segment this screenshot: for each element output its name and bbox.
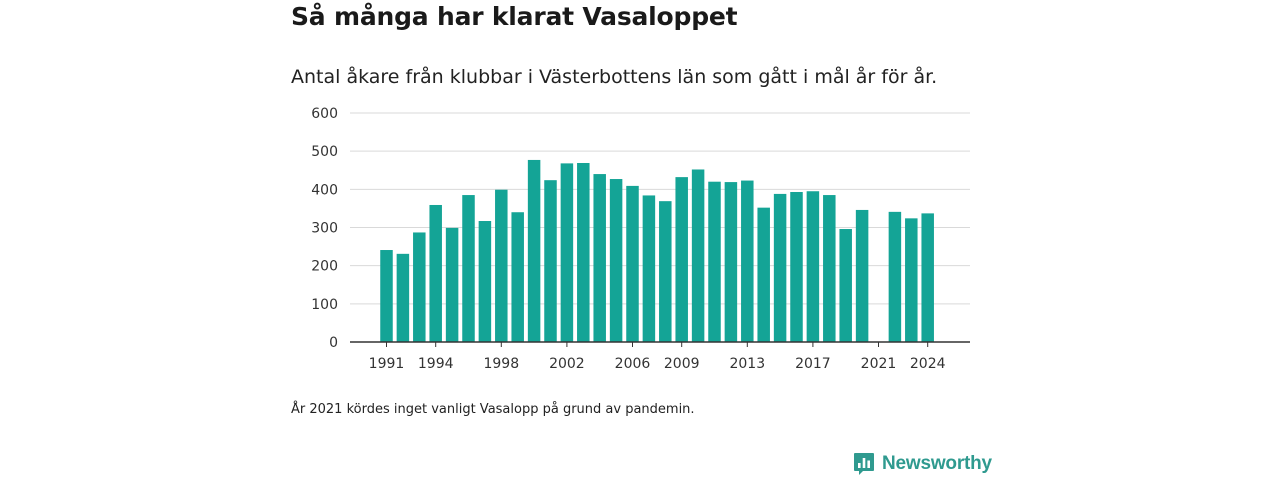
- bar-2015: [773, 193, 787, 342]
- y-tick-label: 100: [311, 297, 338, 313]
- bar-2007: [642, 195, 656, 342]
- bar-2006: [626, 185, 639, 342]
- bar-1992: [396, 253, 410, 342]
- x-tick-label: 2017: [795, 356, 831, 372]
- bar-2020: [855, 209, 869, 342]
- bar-2002: [560, 163, 574, 342]
- brand-name: Newsworthy: [882, 453, 992, 474]
- bar-chart: 0 100 200 300 400 500 600 1991 1994 1998 2002 2006…: [311, 106, 970, 372]
- y-tick-label: 500: [311, 144, 338, 160]
- bar-2016: [790, 192, 803, 342]
- bar-2022: [888, 211, 902, 342]
- x-tick-label: 1998: [483, 356, 519, 372]
- bar-1996: [462, 195, 475, 342]
- y-axis-tick-labels: 0 100 200 300 400 500 600: [311, 106, 338, 351]
- bar-1994: [429, 204, 442, 342]
- bar-2012: [724, 182, 738, 342]
- x-tick-label: 2024: [910, 356, 946, 372]
- bar-1995: [445, 227, 459, 342]
- bar-2004: [593, 174, 606, 342]
- bar-1997: [478, 221, 492, 342]
- bar-2008: [659, 201, 672, 342]
- y-tick-label: 300: [311, 221, 338, 237]
- newsworthy-logo: Newsworthy: [853, 452, 992, 476]
- x-tick-label: 2021: [861, 356, 897, 372]
- x-tick-label: 2002: [549, 356, 585, 372]
- bar-2014: [757, 207, 770, 342]
- bar-2019: [839, 229, 852, 342]
- y-tick-label: 400: [311, 182, 338, 198]
- x-axis-tick-labels: 1991 1994 1998 2002 2006 2009 2013 2017 2021 2024: [369, 342, 946, 372]
- y-tick-label: 600: [311, 106, 338, 122]
- x-tick-label: 1991: [369, 356, 405, 372]
- bars: [380, 159, 934, 342]
- bar-2017: [806, 191, 820, 342]
- bar-2001: [544, 180, 557, 342]
- chart-subtitle: Antal åkare från klubbar i Västerbottens…: [291, 66, 938, 88]
- bar-2023: [905, 218, 918, 342]
- x-tick-label: 2009: [664, 356, 700, 372]
- bar-1998: [495, 189, 508, 342]
- footnote: År 2021 kördes inget vanligt Vasalopp på…: [291, 402, 695, 417]
- bar-1993: [413, 232, 426, 342]
- bar-2003: [577, 162, 590, 342]
- x-tick-label: 2006: [615, 356, 651, 372]
- bar-2005: [609, 179, 623, 342]
- bar-2013: [741, 180, 754, 342]
- newsworthy-bars-icon: [854, 453, 874, 475]
- bar-2011: [708, 181, 721, 342]
- bar-2024: [921, 213, 934, 342]
- bar-2009: [675, 177, 688, 342]
- bar-1991: [380, 250, 393, 342]
- y-tick-label: 0: [329, 335, 338, 351]
- x-tick-label: 1994: [418, 356, 454, 372]
- bar-2018: [823, 195, 836, 342]
- bar-1999: [511, 212, 524, 342]
- bar-2000: [527, 159, 541, 342]
- y-tick-label: 200: [311, 259, 338, 275]
- chart-title: Så många har klarat Vasaloppet: [291, 2, 738, 31]
- x-tick-label: 2013: [729, 356, 765, 372]
- bar-2010: [691, 169, 705, 342]
